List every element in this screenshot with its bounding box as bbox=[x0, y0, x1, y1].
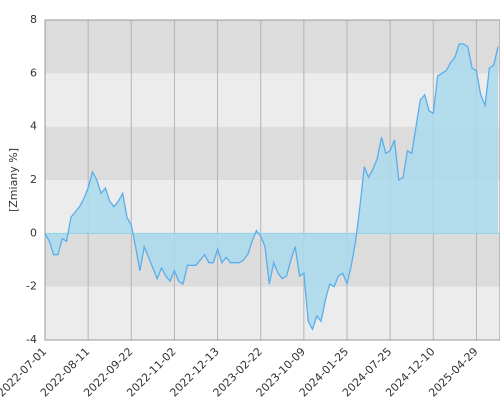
y-tick-label: 8 bbox=[30, 13, 37, 26]
y-tick-label: 6 bbox=[30, 66, 37, 79]
background-band bbox=[45, 286, 500, 340]
y-tick-label: -2 bbox=[26, 280, 37, 293]
plot-border bbox=[44, 19, 500, 341]
y-tick-label: -4 bbox=[26, 333, 37, 346]
area bbox=[45, 44, 498, 330]
y-tick-label: 2 bbox=[30, 173, 37, 186]
y-axis-label: [Zmiany %] bbox=[7, 148, 20, 212]
y-tick-label: 4 bbox=[30, 120, 37, 133]
y-tick-label: 0 bbox=[30, 226, 37, 239]
line bbox=[44, 43, 499, 331]
background-band bbox=[45, 20, 500, 74]
